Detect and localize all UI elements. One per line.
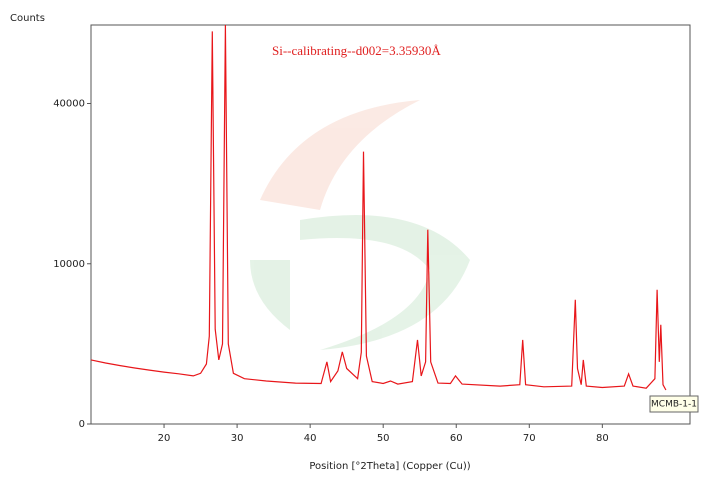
xrd-line	[90, 24, 667, 391]
plot-frame	[90, 24, 691, 425]
x-tick-label: 30	[231, 433, 244, 444]
y-tick-label: 0	[79, 419, 85, 430]
annotation: Si--calibrating--d002=3.35930Å	[272, 43, 441, 58]
sample-label-box	[649, 395, 699, 413]
y-tick-label: 10000	[53, 259, 85, 270]
x-axis-label: Position [°2Theta] (Copper (Cu))	[309, 461, 470, 472]
watermark	[250, 100, 470, 350]
x-tick-label: 50	[377, 433, 390, 444]
x-tick-label: 20	[158, 433, 171, 444]
sample-label: MCMB-1-1	[651, 400, 697, 410]
y-tick-label: 40000	[53, 99, 85, 110]
x-tick-label: 80	[596, 433, 609, 444]
y-axis-label: Counts	[10, 13, 45, 24]
x-tick-label: 40	[304, 433, 317, 444]
x-tick-label: 70	[523, 433, 536, 444]
x-tick-label: 60	[450, 433, 463, 444]
